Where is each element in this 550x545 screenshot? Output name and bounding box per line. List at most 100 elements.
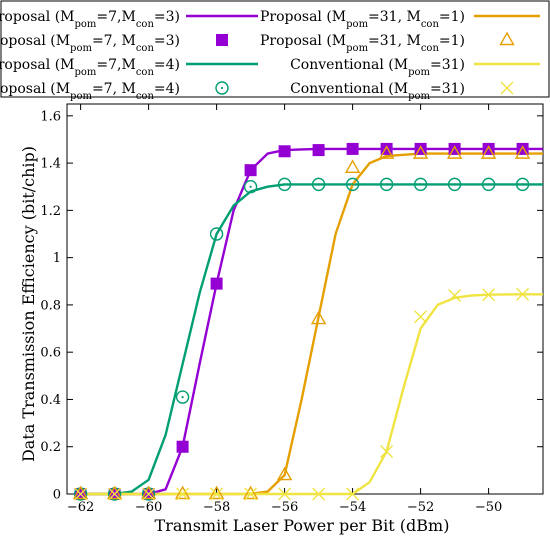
y-tick-label: 1.6	[40, 109, 61, 124]
y-tick-label: 0.4	[40, 393, 61, 408]
circle-marker-dot	[419, 183, 422, 186]
legend-swatch-marker	[500, 81, 514, 95]
circle-marker-shape	[515, 177, 530, 192]
square-marker-shape	[278, 145, 291, 158]
data-point	[414, 310, 428, 324]
data-point	[142, 487, 156, 501]
cross-marker-shape	[142, 487, 156, 501]
legend-subscript: pom	[74, 67, 96, 78]
y-tick-label: 0	[53, 488, 61, 503]
data-point	[447, 177, 462, 192]
data-point	[108, 487, 122, 501]
legend-text: =7,M	[96, 9, 135, 25]
circle-marker-dot	[385, 183, 388, 186]
cross-marker-shape	[482, 288, 496, 302]
data-point	[346, 142, 359, 155]
square-marker-shape	[244, 164, 257, 177]
triangle-marker-shape	[480, 145, 497, 159]
data-point	[345, 177, 360, 192]
legend-label: Conventional (Mpom=31)	[290, 57, 465, 78]
data-point	[244, 164, 257, 177]
triangle-marker-shape	[344, 159, 361, 174]
data-point	[481, 177, 496, 192]
data-point	[278, 145, 291, 158]
legend-text: Proposal (M	[260, 33, 346, 49]
y-tick-label: 0.8	[40, 298, 61, 313]
cross-marker-shape	[448, 288, 462, 302]
legend-subscript: pom	[346, 19, 368, 30]
legend-text: =1)	[439, 33, 465, 49]
data-point	[210, 487, 224, 501]
legend-text: =31)	[430, 81, 465, 97]
legend-text: =3)	[154, 33, 180, 49]
legend-text: =1)	[439, 9, 465, 25]
y-tick-label: 0.2	[40, 440, 61, 455]
x-tick-label: −50	[475, 500, 502, 515]
y-axis-label: Data Transmission Efficiency (bit/chip)	[19, 146, 38, 462]
legend-subscript: con	[136, 67, 155, 78]
legend-label: Proposal (Mpom=31, Mcon=1)	[260, 33, 465, 54]
square-marker-shape	[176, 440, 189, 453]
legend-text: =31)	[430, 57, 465, 73]
data-point	[413, 177, 428, 192]
triangle-marker-shape	[208, 485, 225, 500]
data-point	[140, 485, 157, 500]
legend-text: Conventional (M	[290, 57, 408, 73]
legend-text: Proposal (M	[0, 81, 70, 97]
legend-entry-1: Proposal (Mpom=7, Mcon=3)	[0, 33, 228, 54]
data-point	[344, 159, 361, 174]
circle-marker-shape	[215, 81, 229, 95]
triangle-marker-shape	[140, 485, 157, 500]
data-point	[244, 487, 258, 501]
circle-marker-dot	[220, 86, 224, 90]
triangle-marker-shape	[174, 485, 191, 500]
data-point	[209, 227, 224, 241]
square-marker-shape	[346, 142, 359, 155]
legend-label: Proposal (Mpom=7,Mcon=4)	[0, 57, 180, 78]
x-tick-label: −62	[67, 500, 94, 515]
circle-marker-dot	[521, 183, 524, 186]
legend-text: =7,M	[96, 57, 135, 73]
triangle-marker-shape	[72, 485, 89, 500]
legend-subscript: pom	[346, 43, 368, 54]
triangle-marker-shape	[412, 145, 429, 159]
data-point	[480, 145, 497, 159]
legend-subscript: pom	[74, 19, 96, 30]
legend-text: =4)	[154, 57, 180, 73]
data-point	[310, 310, 327, 325]
data-point	[210, 277, 223, 290]
legend-swatch-marker	[499, 31, 515, 46]
circle-marker-dot	[317, 183, 320, 186]
circle-marker-dot	[215, 232, 218, 236]
legend-entry-4: Proposal (Mpom=31, Mcon=1)	[260, 9, 540, 30]
circle-marker-shape	[277, 177, 292, 192]
legend-label: Proposal (Mpom=7, Mcon=3)	[0, 33, 180, 54]
legend-text: =3)	[154, 9, 180, 25]
data-point	[515, 177, 530, 192]
y-tick-label: 0.6	[40, 346, 61, 361]
triangle-marker-shape	[310, 310, 327, 325]
circle-marker-dot	[249, 185, 252, 188]
legend-text: Proposal (M	[0, 57, 74, 73]
legend-swatch-marker	[215, 81, 229, 95]
legend-swatch-marker	[216, 34, 228, 46]
circle-marker-dot	[487, 183, 490, 186]
circle-marker-shape	[447, 177, 462, 192]
axes: −62 −60 −58 −56 −54 −52 −50 0 0.2 0.4 0.6 0.8 1 1.2 1.…	[40, 103, 544, 515]
data-point	[175, 390, 190, 404]
data-point	[346, 487, 360, 501]
x-axis-label: Transmit Laser Power per Bit (dBm)	[155, 516, 450, 535]
series-markers-7	[74, 287, 530, 501]
legend-label: Conventional (Mpom=31)	[290, 81, 465, 102]
legend-subscript: con	[421, 19, 440, 30]
cross-marker-shape	[244, 487, 258, 501]
legend-entry-3: Proposal (Mpom=7, Mcon=4)	[0, 81, 229, 102]
x-tick-label: −54	[339, 500, 366, 515]
y-tick-label: 1	[53, 251, 61, 266]
data-point	[72, 485, 89, 500]
cross-marker-shape	[516, 287, 530, 301]
legend-subscript: pom	[70, 43, 92, 54]
series-markers-5	[72, 145, 531, 500]
